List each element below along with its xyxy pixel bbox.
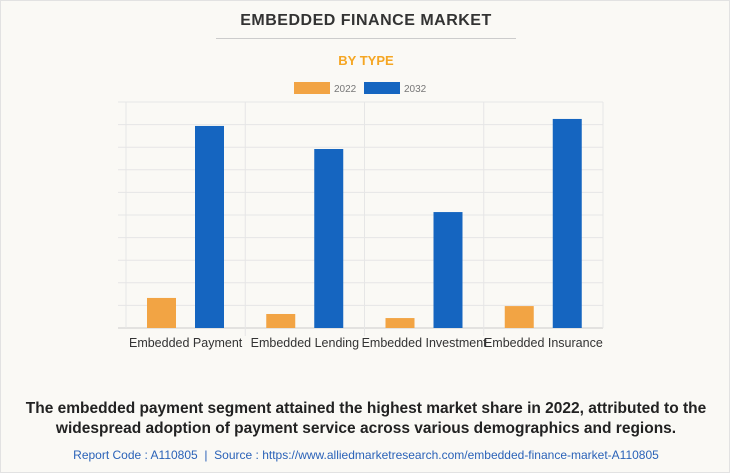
legend-swatch-2022	[294, 82, 330, 94]
chart-title: EMBEDDED FINANCE MARKET	[240, 12, 492, 29]
legend-swatch-2032	[364, 82, 400, 94]
x-tick-label: Embedded Payment	[129, 336, 243, 350]
x-tick-label: Embedded Lending	[251, 336, 359, 350]
chart-subtitle: BY TYPE	[338, 53, 394, 68]
x-tick-label: Embedded Investment	[362, 336, 488, 350]
source-link[interactable]: Source : https://www.alliedmarketresearc…	[214, 448, 659, 462]
chart-caption: The embedded payment segment attained th…	[25, 400, 707, 437]
bar-2022	[266, 313, 296, 328]
bar-2032	[195, 125, 224, 329]
separator: |	[204, 448, 208, 462]
bar-2022	[147, 297, 176, 328]
bar-2032	[314, 149, 344, 328]
x-tick-label: Embedded Insurance	[484, 336, 603, 350]
legend-label: 2022	[334, 84, 357, 95]
source-line: Report Code : A110805 | Source : https:/…	[1, 448, 729, 462]
bar-2032	[552, 118, 582, 328]
bar-2022	[504, 306, 534, 328]
bar-2022	[385, 318, 415, 328]
title-divider	[216, 38, 516, 39]
legend-label: 2032	[404, 84, 427, 95]
bar-2032	[433, 212, 463, 328]
report-code: Report Code : A110805	[73, 448, 198, 462]
